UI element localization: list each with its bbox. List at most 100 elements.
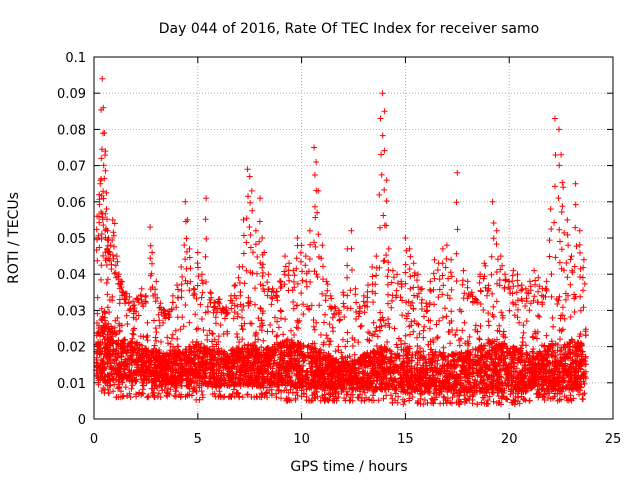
data-point xyxy=(485,310,492,317)
data-point xyxy=(236,339,243,345)
data-point xyxy=(186,319,193,326)
data-point xyxy=(559,312,566,319)
data-point xyxy=(526,307,533,314)
data-point xyxy=(127,394,134,401)
data-point xyxy=(421,397,428,403)
data-point xyxy=(131,325,138,332)
data-point xyxy=(209,331,216,337)
data-point xyxy=(447,340,453,347)
data-point xyxy=(121,336,128,343)
data-point xyxy=(230,386,237,393)
data-point xyxy=(288,327,294,334)
data-point xyxy=(406,323,413,330)
data-point xyxy=(476,336,483,343)
data-point xyxy=(257,323,263,330)
data-point xyxy=(549,314,556,321)
data-point xyxy=(215,345,222,352)
data-point xyxy=(321,319,327,326)
data-points xyxy=(93,75,589,408)
data-point xyxy=(159,387,166,394)
data-point xyxy=(439,314,446,321)
data-point xyxy=(529,333,536,340)
data-point xyxy=(291,332,297,338)
data-point xyxy=(429,372,436,379)
data-point xyxy=(357,323,364,330)
data-point xyxy=(209,338,215,345)
data-point xyxy=(453,386,460,393)
data-point xyxy=(174,314,181,321)
data-point xyxy=(562,296,569,303)
data-point xyxy=(252,301,258,308)
data-point xyxy=(490,303,497,310)
data-point xyxy=(443,313,450,320)
data-point xyxy=(209,343,216,350)
data-point xyxy=(216,388,223,395)
data-point xyxy=(217,322,224,328)
data-point xyxy=(351,351,358,358)
data-point xyxy=(168,335,175,342)
data-point xyxy=(199,316,205,322)
data-point xyxy=(277,307,284,314)
data-point xyxy=(295,319,302,326)
data-point xyxy=(104,304,111,311)
data-point xyxy=(143,334,150,341)
data-point xyxy=(355,339,362,346)
data-point xyxy=(519,339,526,345)
data-point xyxy=(392,355,399,362)
data-point xyxy=(180,323,187,330)
data-point xyxy=(310,317,317,323)
data-point xyxy=(294,302,301,309)
data-point xyxy=(406,345,413,352)
data-point xyxy=(420,327,427,334)
data-point xyxy=(293,324,300,331)
data-point xyxy=(313,319,320,326)
data-point xyxy=(100,252,107,259)
data-point xyxy=(548,293,555,300)
data-point xyxy=(490,398,497,405)
data-point xyxy=(135,347,142,354)
data-point xyxy=(233,389,240,396)
data-point xyxy=(346,397,353,404)
data-point xyxy=(260,337,267,344)
data-point xyxy=(200,327,207,333)
data-point xyxy=(330,328,337,335)
data-point xyxy=(244,391,251,398)
data-point xyxy=(103,280,110,286)
data-point xyxy=(121,342,128,349)
data-point xyxy=(158,338,164,345)
data-point xyxy=(274,332,281,339)
data-point xyxy=(197,301,204,308)
data-point xyxy=(152,334,159,341)
data-point xyxy=(177,326,184,333)
data-point xyxy=(316,302,323,309)
data-point xyxy=(581,390,588,397)
data-point xyxy=(123,312,130,319)
data-point xyxy=(94,329,101,336)
data-point xyxy=(209,391,216,398)
data-point xyxy=(212,393,219,400)
data-point xyxy=(193,295,200,302)
data-point xyxy=(388,304,395,311)
data-point xyxy=(273,333,280,340)
data-point xyxy=(282,316,289,323)
data-point xyxy=(225,394,232,401)
data-point xyxy=(385,300,391,307)
data-point xyxy=(278,308,285,315)
data-point xyxy=(95,381,102,388)
data-point xyxy=(472,322,479,329)
data-point xyxy=(428,346,435,353)
data-point xyxy=(554,301,561,307)
data-point xyxy=(230,315,237,322)
data-point xyxy=(280,331,287,338)
data-point xyxy=(579,395,586,402)
data-point xyxy=(427,317,434,324)
data-point xyxy=(466,333,473,340)
data-point xyxy=(94,310,101,317)
data-point xyxy=(124,321,131,327)
data-point xyxy=(264,328,271,335)
data-point xyxy=(386,324,393,331)
data-point xyxy=(165,385,171,392)
data-point xyxy=(506,307,513,314)
data-point xyxy=(401,340,408,347)
